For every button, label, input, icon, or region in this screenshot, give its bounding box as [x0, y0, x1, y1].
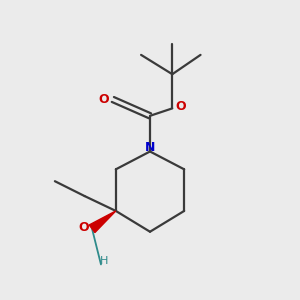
- Text: O: O: [99, 93, 109, 106]
- Text: N: N: [145, 140, 155, 154]
- Polygon shape: [89, 211, 116, 232]
- Text: O: O: [78, 221, 89, 234]
- Text: O: O: [175, 100, 186, 113]
- Text: H: H: [100, 256, 109, 266]
